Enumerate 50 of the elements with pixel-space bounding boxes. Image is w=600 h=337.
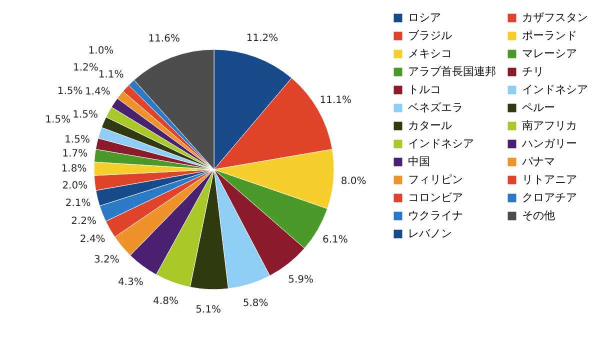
data-label: 1.5%	[64, 134, 90, 146]
data-label: 1.2%	[72, 62, 98, 74]
legend-label: リトアニア	[522, 173, 577, 186]
data-label: 4.3%	[118, 276, 144, 288]
data-label: 11.2%	[246, 33, 278, 44]
data-label: 4.8%	[153, 296, 178, 307]
data-label: 2.4%	[80, 234, 106, 246]
data-label: 1.4%	[85, 86, 110, 98]
data-label: 1.8%	[61, 164, 87, 175]
data-label: 1.5%	[57, 86, 83, 97]
legend-label: ペルー	[522, 101, 555, 114]
legend-label: レバノン	[408, 227, 452, 240]
data-label: 2.2%	[71, 216, 97, 228]
legend-label: インドネシア	[408, 137, 474, 150]
legend-label: マレーシア	[522, 47, 577, 60]
data-label: 5.9%	[288, 274, 314, 286]
legend-label: クロアチア	[522, 191, 577, 204]
legend-label: アラブ首長国連邦	[408, 65, 496, 78]
legend-label: カザフスタン	[522, 11, 588, 24]
legend-label: ロシア	[408, 11, 441, 24]
legend-label: フィリピン	[408, 173, 463, 186]
data-label: 1.5%	[72, 109, 98, 120]
legend-label: カタール	[408, 119, 452, 132]
data-label: 8.0%	[340, 176, 366, 187]
legend-label: コロンビア	[408, 191, 463, 204]
legend-label: 南アフリカ	[522, 119, 577, 132]
legend-label: ハンガリー	[521, 137, 577, 150]
data-label: 2.1%	[65, 198, 91, 210]
data-label: 6.1%	[322, 234, 348, 246]
legend-label: メキシコ	[408, 47, 452, 60]
legend-label: トルコ	[408, 83, 441, 96]
legend-label: ベネズエラ	[408, 101, 463, 114]
data-label: 2.0%	[62, 180, 88, 192]
data-label: 5.8%	[242, 298, 268, 310]
legend-label: その他	[522, 209, 555, 222]
legend-label: ウクライナ	[408, 209, 463, 222]
legend-label: ブラジル	[408, 29, 452, 42]
data-label: 5.1%	[196, 304, 221, 316]
legend-label: 中国	[408, 155, 430, 168]
data-label: 1.7%	[62, 148, 88, 160]
data-label: 3.2%	[94, 254, 120, 266]
data-label: 11.6%	[148, 34, 180, 45]
legend-label: チリ	[522, 65, 544, 78]
legend-label: パナマ	[521, 155, 555, 168]
data-label: 11.1%	[320, 95, 352, 106]
legend-label: ポーランド	[522, 29, 577, 42]
legend-label: インドネシア	[522, 83, 588, 96]
data-label: 1.1%	[98, 70, 124, 81]
data-label: 1.0%	[88, 46, 114, 57]
data-label: 1.5%	[45, 114, 71, 126]
